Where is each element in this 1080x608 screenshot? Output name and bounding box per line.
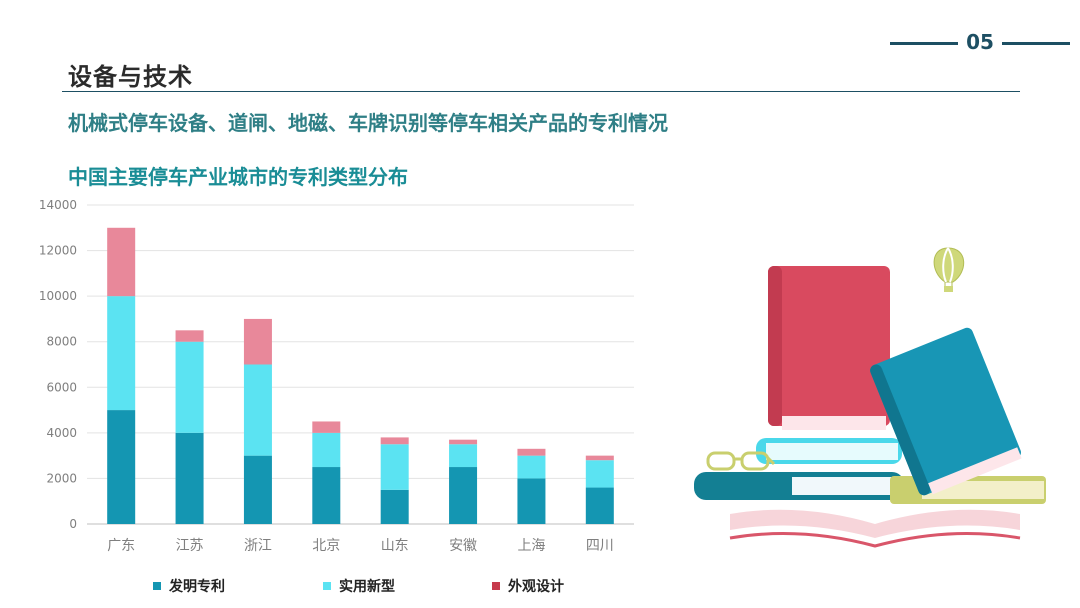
stacked-bar-chart: 0 2000 4000 6000 8000 10000 12000 14000 广东 江苏 浙江 北京… [39,198,634,554]
bar-segment [585,460,614,488]
hot-air-balloon-icon [933,247,965,292]
legend-label: 外观设计 [508,579,564,595]
bar-segment [107,296,136,411]
bar-segment [175,341,204,433]
x-tick-label: 浙江 [244,538,272,554]
y-tick-label: 14000 [39,198,77,212]
x-tick-label: 四川 [586,538,614,554]
legend-item-invention: 发明专利 [153,576,225,596]
bar-segment [312,421,341,433]
x-tick-label: 上海 [517,538,545,554]
legend-label: 发明专利 [169,579,225,595]
x-tick-label: 安徽 [449,538,477,554]
legend-item-design: 外观设计 [492,576,564,596]
bar-segment [380,489,409,524]
bar-segment [243,318,272,365]
x-tick-label: 山东 [381,538,409,554]
legend-swatch [153,582,161,590]
y-tick-label: 8000 [46,335,77,349]
y-tick-label: 2000 [46,471,77,485]
open-book-icon [729,509,1021,548]
bar-segment [107,227,136,297]
book-stack-icon [694,438,1046,504]
bar-segment [517,478,546,524]
bar-segment [449,439,478,445]
bar-segment [243,364,272,456]
legend-label: 实用新型 [339,579,395,595]
bar-segment [312,467,341,524]
bar-segment [517,455,546,479]
bar-segment [175,330,204,342]
page-number: 05 [966,30,994,54]
bar-segment [107,410,136,524]
bar-segment [517,448,546,456]
legend-swatch [323,582,331,590]
subtitle: 机械式停车设备、道闸、地磁、车牌识别等停车相关产品的专利情况 [68,111,668,135]
bar-segment [585,487,614,524]
page-number-rule-right [1002,42,1070,45]
blue-book-icon [870,327,1022,496]
bar-segment [175,432,204,524]
section-title: 设备与技术 [68,63,193,91]
y-tick-label: 12000 [39,244,77,258]
y-tick-label: 6000 [46,380,77,394]
title-divider [62,91,1020,92]
bar-segment [585,455,614,461]
chart-title: 中国主要停车产业城市的专利类型分布 [68,165,408,189]
books-illustration [694,247,1046,548]
y-tick-label: 4000 [46,426,77,440]
bar-segment [312,432,341,468]
glasses-icon [706,451,776,471]
bar-segment [380,437,409,445]
y-tick-label: 0 [69,517,77,531]
red-book-icon [768,266,890,430]
x-tick-label: 广东 [107,538,135,554]
x-tick-label: 江苏 [176,538,204,554]
bar-segment [243,455,272,524]
page-number-badge: 05 [890,30,1070,56]
page-number-rule-left [890,42,958,45]
y-tick-label: 10000 [39,289,77,303]
legend-swatch [492,582,500,590]
bar-segment [380,444,409,490]
legend-item-utility-model: 实用新型 [323,576,395,596]
x-tick-label: 北京 [312,538,340,554]
bar-segment [449,444,478,468]
bar-segment [449,467,478,524]
